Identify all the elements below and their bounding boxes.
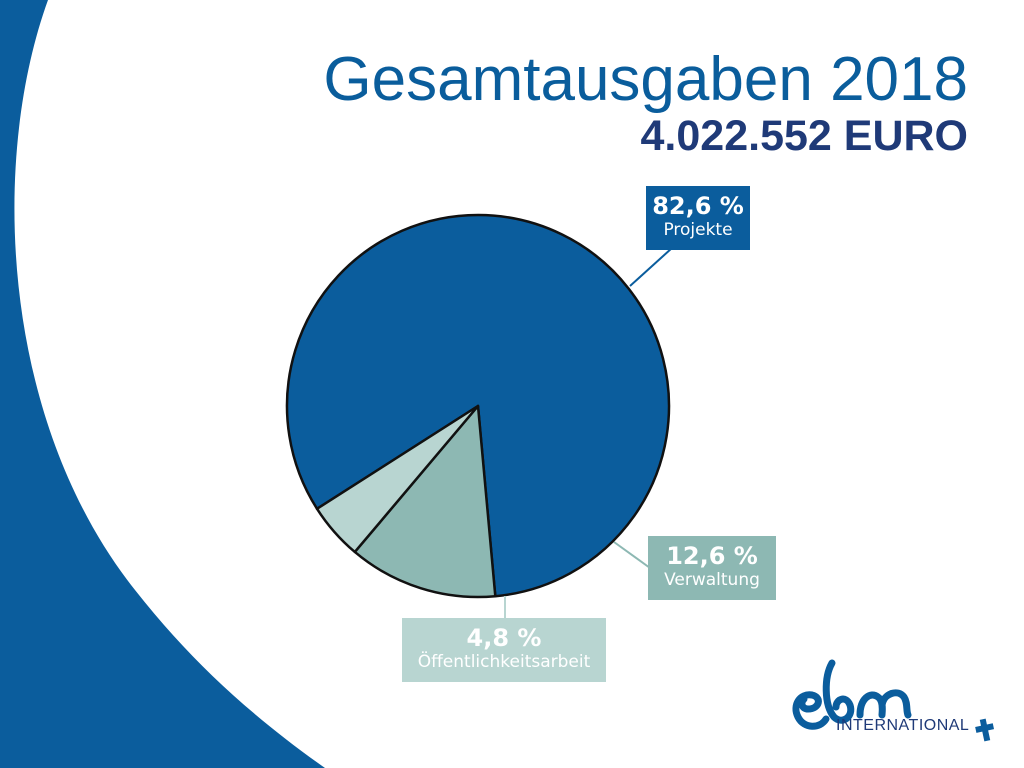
- slide-title: Gesamtausgaben 2018: [323, 45, 968, 114]
- value-label-oeffentlichkeitsarbeit: 4,8 %: [466, 624, 542, 652]
- label-oeffentlichkeitsarbeit: 4,8 % Öffentlichkeitsarbeit: [402, 618, 606, 682]
- pie-slice-oeffentlichkeitsarbeit: [315, 404, 480, 554]
- label-projekte: 82,6 % Projekte: [646, 186, 750, 250]
- category-label-oeffentlichkeitsarbeit: Öffentlichkeitsarbeit: [417, 652, 591, 672]
- slide-subtitle: 4.022.552 EURO: [640, 112, 968, 160]
- ebm-international-logo: INTERNATIONAL: [790, 655, 1005, 750]
- value-label-projekte: 82,6 %: [652, 192, 744, 220]
- category-label-verwaltung: Verwaltung: [664, 570, 760, 590]
- leader-line-projekte: [629, 247, 673, 287]
- category-label-projekte: Projekte: [663, 220, 733, 240]
- logo-text: INTERNATIONAL: [836, 717, 970, 734]
- label-verwaltung: 12,6 % Verwaltung: [648, 536, 776, 600]
- cross-icon: [975, 718, 995, 742]
- value-label-verwaltung: 12,6 %: [666, 542, 758, 570]
- pie-slice-verwaltung: [353, 404, 497, 599]
- leader-line-verwaltung: [613, 541, 651, 569]
- ebm-logo-mark: [792, 659, 995, 742]
